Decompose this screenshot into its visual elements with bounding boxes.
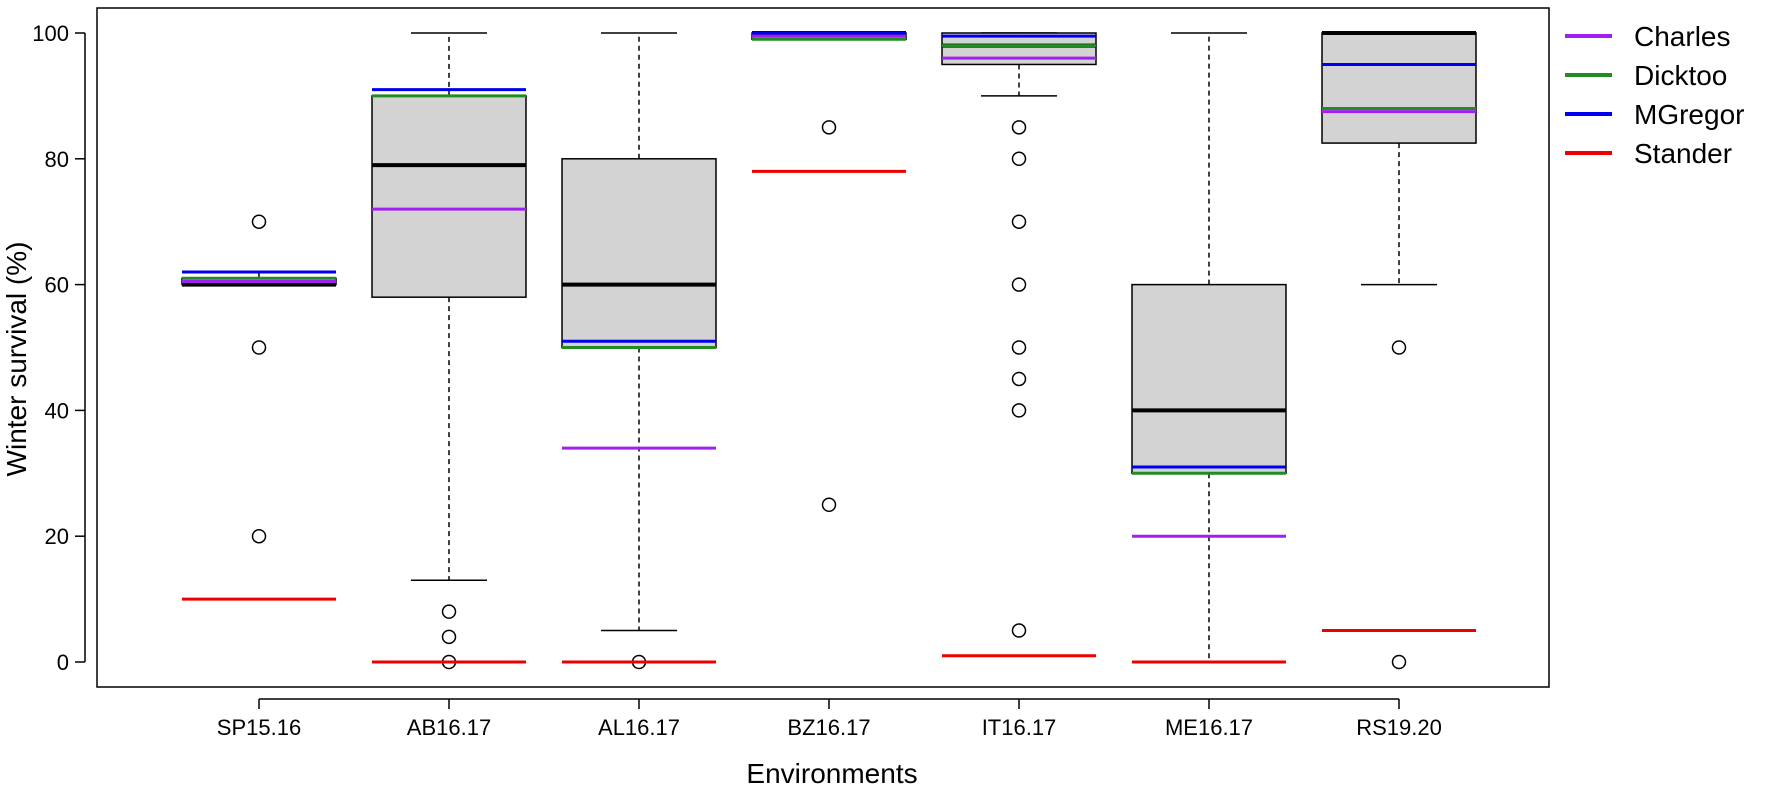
- axes: 0 20 40 60 80 100 SP15.16 AB16.17 AL16.17 BZ16.17…: [32, 7, 1550, 740]
- box-iqr: [371, 95, 527, 298]
- y-tick-label: 20: [45, 524, 69, 549]
- box-iqr: [941, 32, 1097, 66]
- x-tick-label: RS19.20: [1356, 715, 1442, 740]
- outlier-point: [821, 497, 837, 512]
- outlier-point: [1011, 403, 1027, 418]
- series-dicktoo: [182, 37, 1476, 475]
- outlier-point: [1011, 371, 1027, 387]
- box-group-RS19.20: [1321, 31, 1477, 670]
- outlier-point: [1011, 214, 1027, 229]
- series-stander: [182, 169, 1476, 664]
- x-tick-label: IT16.17: [982, 715, 1057, 740]
- legend-label-mgregor: MGregor: [1634, 99, 1744, 130]
- outlier-point: [251, 340, 267, 355]
- x-tick-label: AB16.17: [407, 715, 491, 740]
- plot-area: [181, 31, 1477, 670]
- box-group-SP15.16: [181, 214, 337, 544]
- outlier-point: [251, 214, 267, 229]
- box-group-ME16.17: [1131, 32, 1287, 663]
- outlier-point: [441, 629, 457, 645]
- box-group-IT16.17: [941, 32, 1097, 638]
- outlier-point: [441, 604, 457, 619]
- box-group-AB16.17: [371, 32, 527, 670]
- y-tick-label: 60: [45, 273, 69, 298]
- x-axis-title: Environments: [746, 758, 917, 789]
- legend: Charles Dicktoo MGregor Stander: [1565, 21, 1744, 169]
- y-tick-label: 80: [45, 147, 69, 172]
- outlier-point: [1011, 151, 1027, 167]
- box-iqr: [1321, 32, 1477, 144]
- legend-label-dicktoo: Dicktoo: [1634, 60, 1727, 91]
- y-tick-label: 40: [45, 398, 69, 423]
- y-tick-label: 100: [32, 21, 69, 46]
- series-charles: [182, 34, 1476, 538]
- x-tick-label: ME16.17: [1165, 715, 1253, 740]
- x-tick-label: BZ16.17: [787, 715, 870, 740]
- legend-label-stander: Stander: [1634, 138, 1732, 169]
- y-axis-title: Winter survival (%): [1, 242, 32, 477]
- y-tick-label: 0: [57, 650, 69, 675]
- box-iqr: [561, 158, 717, 349]
- outlier-point: [1011, 120, 1027, 135]
- outlier-point: [821, 120, 837, 135]
- plot-frame: [96, 7, 1550, 688]
- outlier-point: [1011, 340, 1027, 355]
- series-mgregor: [182, 31, 1476, 469]
- outlier-point: [1391, 654, 1407, 670]
- x-tick-label: SP15.16: [217, 715, 301, 740]
- outlier-point: [1011, 623, 1027, 638]
- outlier-point: [1011, 277, 1027, 292]
- x-tick-label: AL16.17: [598, 715, 680, 740]
- box-group-BZ16.17: [751, 31, 907, 512]
- outlier-point: [1391, 340, 1407, 355]
- legend-label-charles: Charles: [1634, 21, 1730, 52]
- outlier-point: [251, 528, 267, 544]
- box-iqr: [1131, 283, 1287, 475]
- box-group-AL16.17: [561, 32, 717, 670]
